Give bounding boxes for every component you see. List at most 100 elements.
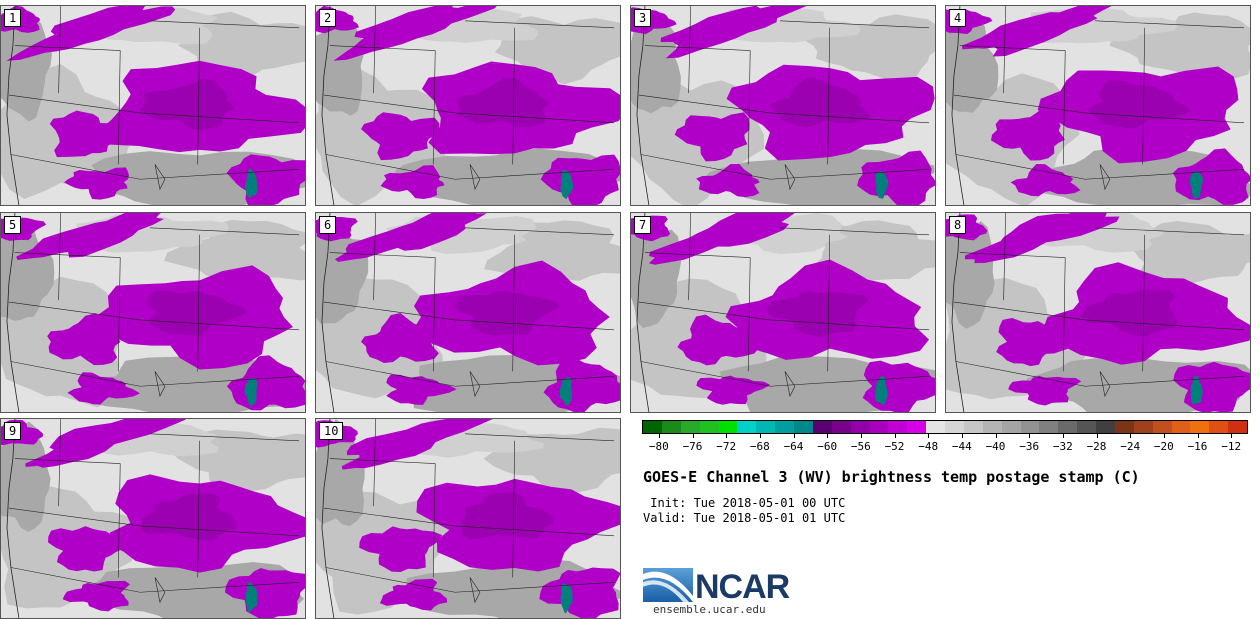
moisture-plume	[6, 6, 176, 61]
state-border	[780, 20, 930, 29]
figure-title: GOES-E Channel 3 (WV) brightness temp po…	[643, 468, 1140, 486]
colorbar-tick-label: −32	[1052, 440, 1073, 453]
moisture-plume	[341, 419, 502, 470]
lake-outline	[1099, 164, 1111, 191]
ncar-logo-text: NCAR	[695, 568, 790, 606]
state-border	[644, 252, 751, 258]
lake-outline	[469, 577, 481, 604]
site-url: ensemble.ucar.edu	[653, 603, 766, 616]
lake-outline	[154, 164, 166, 191]
state-border	[8, 507, 300, 537]
wv-map	[631, 213, 935, 412]
moisture-core	[1087, 80, 1191, 129]
colorbar-swatch	[1228, 421, 1247, 433]
state-border	[747, 50, 751, 165]
colorbar-swatch	[1096, 421, 1115, 433]
coastline	[321, 419, 335, 618]
state-border	[58, 213, 61, 301]
state-border	[1095, 227, 1245, 236]
moisture-plume	[361, 312, 439, 363]
state-border	[329, 458, 436, 464]
colorbar-tick-mark	[1231, 434, 1233, 438]
moisture-plume	[67, 372, 140, 405]
state-border	[638, 301, 930, 331]
dry-region	[1, 14, 52, 122]
moisture-plume	[991, 108, 1065, 161]
state-border	[8, 301, 300, 331]
colorbar-swatch	[775, 421, 794, 433]
moisture-plume	[648, 213, 797, 265]
colorbar-swatch	[718, 421, 738, 433]
colorbar-swatch	[1058, 421, 1078, 433]
panel-number: 4	[949, 9, 967, 27]
colorbar-tick-label: −56	[850, 440, 871, 453]
state-border	[1062, 257, 1066, 372]
lake-outline	[154, 577, 166, 604]
colorbar-swatch	[888, 421, 908, 433]
panel-number: 3	[634, 9, 652, 27]
colorbar-tick-label: −76	[682, 440, 703, 453]
moisture-plume	[696, 164, 760, 198]
wv-map	[631, 6, 935, 205]
state-border	[14, 45, 121, 51]
colorbar-swatch	[1039, 421, 1059, 433]
moisture-core	[769, 77, 871, 128]
state-border	[432, 257, 436, 372]
coastline	[321, 213, 335, 412]
colorbar-tick-label: −20	[1153, 440, 1174, 453]
cold-spot	[244, 168, 258, 199]
moisture-core	[140, 493, 237, 541]
colorbar-tick-mark	[1130, 434, 1132, 438]
moisture-core	[454, 290, 560, 336]
state-border	[10, 154, 300, 180]
colorbar-tick-mark	[793, 434, 795, 438]
moisture-core	[146, 290, 248, 337]
state-border	[959, 45, 1066, 51]
state-border	[58, 6, 61, 94]
state-border	[1095, 20, 1245, 29]
cold-spot	[1190, 375, 1203, 405]
colorbar-swatch	[869, 421, 889, 433]
wv-map	[316, 6, 620, 205]
colorbar-tick-label: −48	[918, 440, 939, 453]
state-border	[953, 94, 1245, 124]
state-border	[197, 27, 200, 165]
colorbar-swatch	[1190, 421, 1210, 433]
colorbar-tick-mark	[928, 434, 930, 438]
coastline	[6, 6, 20, 205]
moisture-plume	[64, 167, 129, 200]
colorbar-tick-mark	[692, 434, 694, 438]
coastline	[636, 213, 650, 412]
cold-spot	[875, 170, 889, 199]
state-border	[955, 361, 1245, 387]
colorbar-swatch	[1209, 421, 1229, 433]
state-border	[8, 94, 300, 124]
moisture-plume	[677, 314, 759, 366]
moisture-plume	[380, 165, 445, 199]
colorbar-tick-label: −24	[1120, 440, 1141, 453]
lake-outline	[784, 164, 796, 191]
moisture-plume	[25, 419, 187, 468]
colorbar-tick-label: −36	[1019, 440, 1040, 453]
state-border	[373, 213, 376, 301]
state-border	[325, 567, 615, 593]
colorbar-swatch	[1001, 421, 1021, 433]
state-border	[827, 27, 830, 165]
member-panel: 4	[945, 5, 1251, 206]
colorbar-swatch	[794, 421, 813, 433]
state-border	[1142, 27, 1145, 165]
state-border	[323, 94, 615, 124]
cold-spot	[244, 378, 258, 407]
moisture-plume	[996, 317, 1077, 367]
colorbar-swatch	[1171, 421, 1191, 433]
colorbar-swatch	[661, 421, 681, 433]
state-border	[329, 45, 436, 51]
member-panel: 3	[630, 5, 936, 206]
moisture-plume	[386, 374, 457, 405]
colorbar-swatch	[756, 421, 776, 433]
panel-number: 6	[319, 216, 337, 234]
colorbar-swatch	[1114, 421, 1134, 433]
colorbar-swatch	[1020, 421, 1040, 433]
colorbar-tick-label: −80	[648, 440, 669, 453]
moisture-plume	[379, 578, 448, 611]
